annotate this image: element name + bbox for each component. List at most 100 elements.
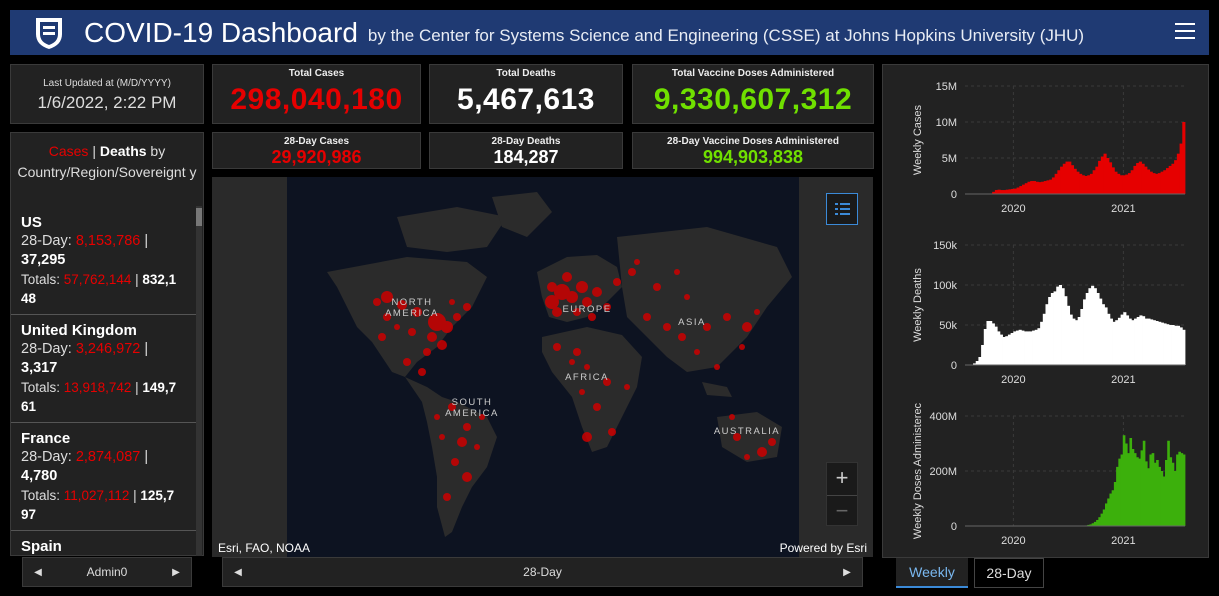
bar[interactable] <box>1174 160 1178 194</box>
hamburger-menu-icon[interactable] <box>1175 23 1195 39</box>
bar[interactable] <box>1093 288 1097 365</box>
bar[interactable] <box>1029 331 1033 365</box>
bar[interactable] <box>1088 288 1092 365</box>
bar[interactable] <box>1160 322 1164 365</box>
bar[interactable] <box>1035 181 1039 194</box>
bar[interactable] <box>1061 288 1065 365</box>
bar[interactable] <box>1125 315 1130 365</box>
case-circle-marker[interactable] <box>381 291 393 303</box>
world-map[interactable]: NORTH AMERICA EUROPE ASIA AFRICA SOUTH A… <box>212 177 873 557</box>
bar[interactable] <box>1085 293 1089 365</box>
case-circle-marker[interactable] <box>437 340 447 350</box>
bar[interactable] <box>1016 187 1020 194</box>
bar[interactable] <box>1095 166 1099 194</box>
case-circle-marker[interactable] <box>451 458 459 466</box>
legend-list-icon[interactable] <box>826 193 858 225</box>
bar[interactable] <box>1026 331 1030 365</box>
case-circle-marker[interactable] <box>768 438 776 446</box>
case-circle-marker[interactable] <box>579 389 585 395</box>
bar[interactable] <box>1111 167 1115 194</box>
bar[interactable] <box>1179 143 1183 194</box>
bar[interactable] <box>983 329 987 365</box>
case-circle-marker[interactable] <box>554 284 570 300</box>
case-circle-marker[interactable] <box>547 282 557 292</box>
bar[interactable] <box>1133 165 1137 194</box>
bar[interactable] <box>1171 163 1175 194</box>
bar[interactable] <box>1146 169 1151 194</box>
bar[interactable] <box>1089 173 1094 194</box>
bar[interactable] <box>1022 184 1026 194</box>
bar[interactable] <box>1139 315 1143 365</box>
case-circle-marker[interactable] <box>569 359 575 365</box>
list-item[interactable]: Spain28-Day: 1,675,700 | <box>11 531 197 555</box>
map-next-arrow-icon[interactable]: ▶ <box>843 566 851 578</box>
bar[interactable] <box>1131 320 1135 365</box>
bar[interactable] <box>1040 321 1044 365</box>
bar[interactable] <box>997 189 1001 194</box>
bar[interactable] <box>1116 466 1119 526</box>
case-circle-marker[interactable] <box>643 313 651 321</box>
map-attribution[interactable]: Esri, FAO, NOAA <box>218 541 311 555</box>
bar[interactable] <box>1155 173 1159 194</box>
bar[interactable] <box>1042 313 1046 365</box>
case-circle-marker[interactable] <box>613 278 621 286</box>
bar[interactable] <box>1077 317 1081 365</box>
bar[interactable] <box>1072 318 1076 365</box>
bar[interactable] <box>1024 331 1028 365</box>
bar[interactable] <box>1109 318 1113 365</box>
bar[interactable] <box>1007 334 1012 365</box>
case-circle-marker[interactable] <box>588 313 596 321</box>
bar[interactable] <box>1030 181 1034 194</box>
bar[interactable] <box>1114 171 1118 194</box>
bar[interactable] <box>1021 330 1025 365</box>
bar[interactable] <box>1000 190 1004 194</box>
case-circle-marker[interactable] <box>608 428 616 436</box>
bar[interactable] <box>1032 181 1037 194</box>
bar[interactable] <box>1117 317 1122 365</box>
bar[interactable] <box>1080 309 1084 365</box>
bar[interactable] <box>1041 181 1045 194</box>
case-circle-marker[interactable] <box>603 378 611 386</box>
case-circle-marker[interactable] <box>744 454 750 460</box>
bar[interactable] <box>1069 314 1073 365</box>
bar[interactable] <box>1093 521 1097 526</box>
bar[interactable] <box>1070 165 1075 194</box>
zoom-in-button[interactable]: + <box>835 465 849 490</box>
bar[interactable] <box>1100 513 1104 526</box>
case-circle-marker[interactable] <box>562 272 572 282</box>
bar[interactable] <box>1060 166 1064 194</box>
case-circle-marker[interactable] <box>733 433 741 441</box>
map-prev-arrow-icon[interactable]: ◀ <box>234 566 242 578</box>
bar[interactable] <box>1005 189 1009 194</box>
bar[interactable] <box>1105 503 1108 526</box>
bar[interactable] <box>1046 180 1050 194</box>
bar[interactable] <box>1176 153 1180 194</box>
case-circle-marker[interactable] <box>714 364 720 370</box>
bar[interactable] <box>1163 170 1167 194</box>
map-canvas[interactable] <box>287 177 799 557</box>
bar[interactable] <box>1125 443 1128 527</box>
bar[interactable] <box>1058 285 1062 365</box>
zoom-out-button[interactable]: − <box>827 495 857 527</box>
bar[interactable] <box>1173 471 1177 526</box>
bar[interactable] <box>1037 328 1041 365</box>
case-circle-marker[interactable] <box>552 307 562 317</box>
case-circle-marker[interactable] <box>603 303 611 311</box>
bar[interactable] <box>1142 440 1146 526</box>
bar[interactable] <box>1153 462 1157 526</box>
case-circle-marker[interactable] <box>373 298 381 306</box>
case-circle-marker[interactable] <box>439 434 445 440</box>
bar[interactable] <box>1066 305 1071 365</box>
case-circle-marker[interactable] <box>463 303 471 311</box>
case-circle-marker[interactable] <box>408 328 416 336</box>
bar[interactable] <box>1019 186 1023 194</box>
case-circle-marker[interactable] <box>703 323 711 331</box>
case-circle-marker[interactable] <box>448 403 456 411</box>
bar[interactable] <box>1147 318 1151 365</box>
deaths-tab-label[interactable]: Deaths <box>99 143 147 159</box>
bar[interactable] <box>1013 188 1018 194</box>
bar[interactable] <box>1049 179 1053 194</box>
bar[interactable] <box>1127 453 1130 526</box>
case-circle-marker[interactable] <box>443 493 451 501</box>
bar[interactable] <box>1136 457 1139 526</box>
